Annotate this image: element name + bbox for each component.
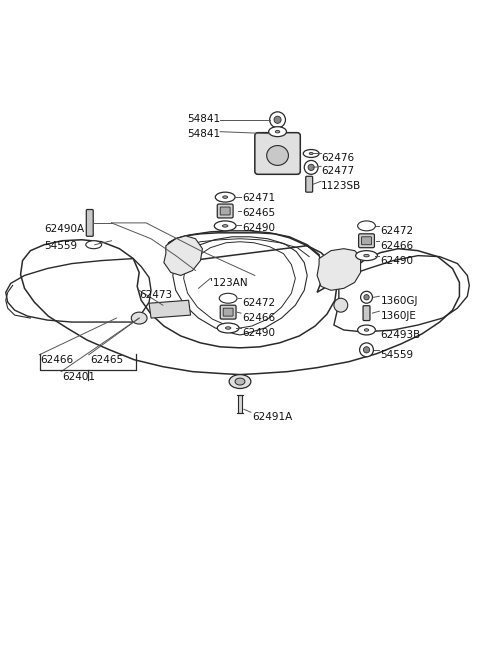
Circle shape bbox=[308, 164, 314, 171]
Text: 62476: 62476 bbox=[321, 154, 354, 164]
FancyBboxPatch shape bbox=[363, 306, 370, 321]
Ellipse shape bbox=[364, 328, 369, 331]
Ellipse shape bbox=[276, 131, 280, 133]
Text: 1123SB: 1123SB bbox=[321, 181, 361, 191]
Bar bbox=[238, 396, 242, 413]
Circle shape bbox=[363, 347, 370, 353]
Ellipse shape bbox=[216, 192, 235, 202]
Text: 54559: 54559 bbox=[380, 350, 413, 360]
FancyBboxPatch shape bbox=[361, 237, 372, 244]
Ellipse shape bbox=[267, 146, 288, 166]
Text: 62465: 62465 bbox=[90, 355, 123, 365]
Text: 54841: 54841 bbox=[187, 114, 220, 124]
Polygon shape bbox=[317, 249, 360, 290]
Ellipse shape bbox=[226, 327, 231, 329]
Ellipse shape bbox=[131, 312, 147, 324]
Ellipse shape bbox=[222, 225, 228, 227]
Circle shape bbox=[270, 112, 286, 127]
FancyBboxPatch shape bbox=[86, 210, 93, 237]
Text: 62493B: 62493B bbox=[380, 330, 420, 340]
Text: 62401: 62401 bbox=[62, 372, 95, 382]
Polygon shape bbox=[164, 236, 203, 275]
Circle shape bbox=[304, 160, 318, 174]
Text: '123AN: '123AN bbox=[210, 279, 248, 288]
FancyBboxPatch shape bbox=[306, 176, 312, 192]
Ellipse shape bbox=[358, 221, 375, 231]
Ellipse shape bbox=[364, 254, 369, 257]
Text: 62490: 62490 bbox=[380, 256, 413, 265]
Text: 62472: 62472 bbox=[380, 226, 413, 236]
Text: 62491A: 62491A bbox=[252, 413, 292, 422]
Circle shape bbox=[360, 291, 372, 304]
Text: 62466: 62466 bbox=[40, 355, 73, 365]
Text: 62466: 62466 bbox=[242, 313, 275, 323]
Ellipse shape bbox=[303, 150, 319, 158]
Text: 1360GJ: 1360GJ bbox=[380, 296, 418, 306]
Circle shape bbox=[274, 116, 281, 124]
Text: 62490: 62490 bbox=[242, 223, 275, 233]
Ellipse shape bbox=[269, 127, 287, 137]
Ellipse shape bbox=[86, 240, 102, 249]
Ellipse shape bbox=[334, 298, 348, 312]
Ellipse shape bbox=[356, 251, 377, 261]
Circle shape bbox=[360, 343, 373, 357]
Text: 54841: 54841 bbox=[187, 129, 220, 139]
FancyBboxPatch shape bbox=[255, 133, 300, 174]
Text: 54559: 54559 bbox=[44, 240, 77, 251]
Ellipse shape bbox=[223, 196, 228, 198]
Ellipse shape bbox=[358, 325, 375, 335]
FancyBboxPatch shape bbox=[359, 234, 374, 248]
Text: 62465: 62465 bbox=[242, 208, 275, 218]
Text: 62490: 62490 bbox=[242, 328, 275, 338]
Text: 62472: 62472 bbox=[242, 298, 275, 308]
FancyBboxPatch shape bbox=[220, 306, 236, 319]
Text: 62471: 62471 bbox=[242, 193, 275, 203]
Text: 62477: 62477 bbox=[321, 166, 354, 176]
Circle shape bbox=[364, 294, 369, 300]
Ellipse shape bbox=[229, 374, 251, 388]
Ellipse shape bbox=[219, 293, 237, 304]
Text: 62466: 62466 bbox=[380, 240, 413, 251]
FancyBboxPatch shape bbox=[217, 204, 233, 218]
FancyBboxPatch shape bbox=[223, 308, 233, 316]
Ellipse shape bbox=[214, 221, 236, 231]
Ellipse shape bbox=[217, 323, 239, 333]
Ellipse shape bbox=[309, 152, 313, 154]
Text: 62490A: 62490A bbox=[44, 224, 84, 234]
Polygon shape bbox=[149, 300, 191, 318]
FancyBboxPatch shape bbox=[220, 207, 230, 215]
Polygon shape bbox=[184, 242, 295, 328]
Text: 62473: 62473 bbox=[139, 290, 172, 300]
Ellipse shape bbox=[235, 378, 245, 385]
Text: 1360JE: 1360JE bbox=[380, 311, 416, 321]
